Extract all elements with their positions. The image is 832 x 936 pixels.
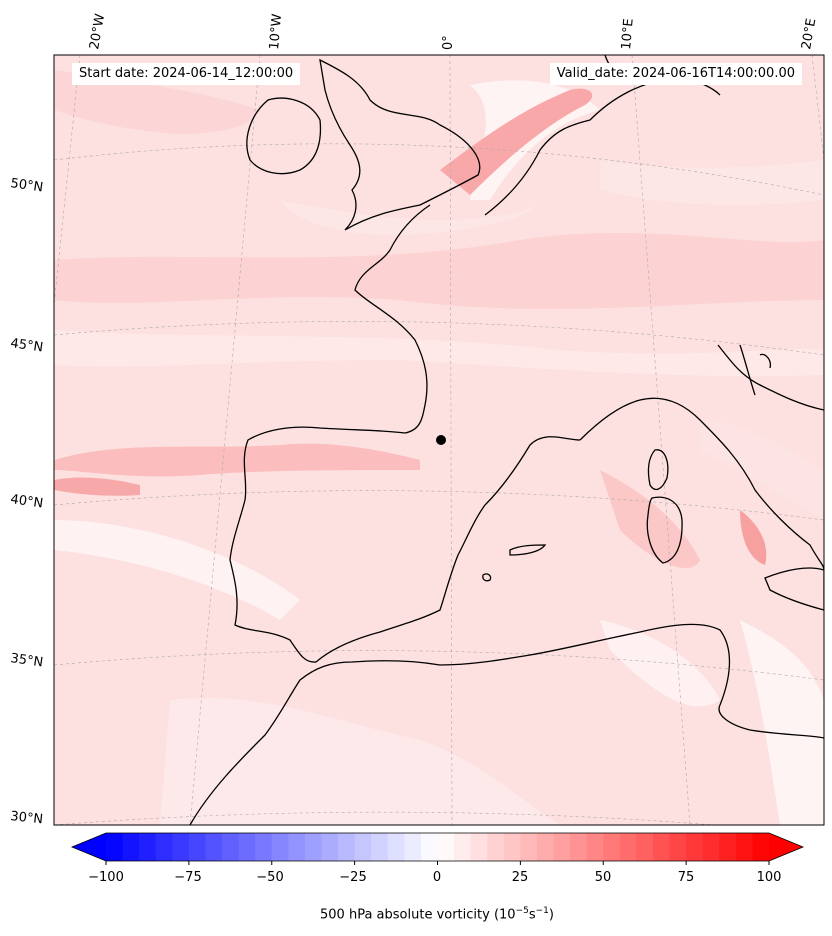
colorbar-segment (155, 833, 173, 861)
colorbar-min-extension (72, 833, 106, 861)
lat-label-35n: 35°N (9, 651, 44, 670)
colorbar-segment (603, 833, 621, 861)
lon-label-20e: 20°E (799, 17, 819, 50)
valid-date-label: Valid_date: 2024-06-16T14:00:00.00 (549, 63, 802, 85)
meridian-0 (449, 55, 453, 825)
colorbar-segment (586, 833, 604, 861)
colorbar-segment (636, 833, 654, 861)
colorbar-segment (652, 833, 671, 861)
colorbar-segment (404, 833, 422, 861)
colorbar-segment (387, 833, 405, 861)
colorbar-tick-label: 25 (511, 870, 529, 885)
graticule (54, 55, 824, 825)
colorbar-segment (420, 833, 438, 861)
lat-label-45n: 45°N (9, 336, 44, 355)
lon-label-0: 0° (441, 35, 456, 50)
colorbar-segment (288, 833, 306, 861)
colorbar (70, 832, 805, 865)
meridian-10e (631, 55, 691, 825)
colorbar-segment (188, 833, 206, 861)
parallel-40n (54, 490, 824, 521)
parallel-50n (54, 143, 824, 196)
colorbar-segment (503, 833, 521, 861)
colorbar-segment (487, 833, 505, 861)
colorbar-tick-label: −100 (88, 870, 124, 885)
colorbar-segment (222, 833, 240, 861)
colorbar-tick-label: 50 (594, 870, 612, 885)
colorbar-segment (553, 833, 571, 861)
colorbar-segment (205, 833, 223, 861)
lon-label-10e: 10°E (619, 18, 637, 50)
colorbar-tick-label: −75 (174, 870, 202, 885)
colorbar-segment (122, 833, 140, 861)
colorbar-segment (172, 833, 190, 861)
colorbar-segment (619, 833, 637, 861)
colorbar-segment (470, 833, 488, 861)
meridian-10w (189, 55, 261, 825)
colorbar-segment (752, 833, 770, 861)
lon-label-20w: 20°W (87, 13, 108, 51)
location-dot (436, 435, 446, 445)
colorbar-segment (454, 833, 472, 861)
lon-labels: 20°W 10°W 0° 10°E 20°E (87, 13, 819, 51)
colorbar-segment (321, 833, 339, 861)
colorbar-tick-label: −50 (256, 870, 284, 885)
colorbar-segment (536, 833, 555, 861)
lat-label-40n: 40°N (9, 492, 44, 511)
colorbar-segment (139, 833, 157, 861)
parallel-35n (54, 650, 824, 681)
parallel-30n (54, 811, 718, 825)
lat-label-50n: 50°N (9, 176, 44, 195)
lat-labels: 50°N 45°N 40°N 35°N 30°N (9, 176, 44, 827)
colorbar-segment (255, 833, 273, 861)
lat-label-30n: 30°N (10, 809, 44, 827)
start-date-label: Start date: 2024-06-14_12:00:00 (72, 63, 301, 85)
colorbar-segment (702, 833, 720, 861)
colorbar-segment (338, 833, 356, 861)
colorbar-segment (238, 833, 256, 861)
colorbar-segment (354, 833, 372, 861)
colorbar-max-extension (769, 833, 803, 861)
colorbar-segment (304, 833, 322, 861)
parallel-45n (54, 321, 824, 356)
colorbar-title: 500 hPa absolute vorticity (10−5s−1) (320, 906, 554, 923)
colorbar-tick-label: 100 (756, 870, 782, 885)
colorbar-segment (106, 833, 124, 861)
colorbar-segment (437, 833, 455, 861)
colorbar-segment (735, 833, 753, 861)
colorbar-segment (719, 833, 737, 861)
colorbar-segment (669, 833, 687, 861)
colorbar-segment (686, 833, 704, 861)
colorbar-segment (570, 833, 588, 861)
colorbar-tick-label: 0 (432, 870, 442, 885)
colorbar-segment (520, 833, 538, 861)
colorbar-segment (371, 833, 389, 861)
colorbar-segment (271, 833, 289, 861)
map-frame (53, 54, 825, 826)
lon-label-10w: 10°W (267, 13, 285, 50)
vorticity-field (54, 55, 824, 825)
colorbar-tick-label: −25 (339, 870, 367, 885)
colorbar-tick-label: 75 (677, 870, 695, 885)
